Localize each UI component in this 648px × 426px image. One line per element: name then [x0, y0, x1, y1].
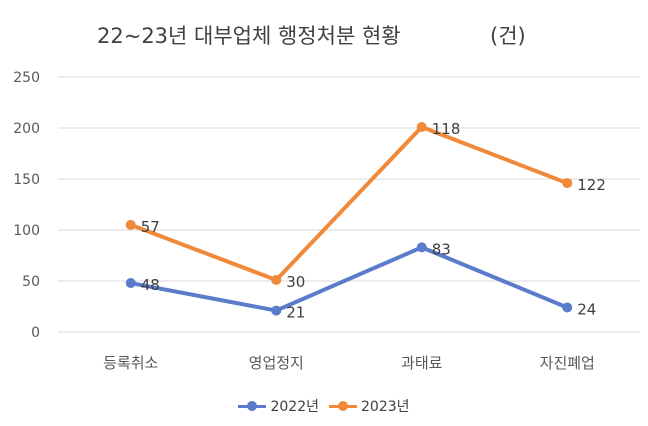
series-line-2023년 [128, 124, 570, 282]
legend-label-2023: 2023년 [361, 399, 410, 415]
x-tick-label: 자진폐업 [540, 354, 595, 372]
data-point [416, 121, 427, 132]
data-point [562, 178, 573, 189]
legend-item-2023: 2023년 [329, 396, 410, 416]
legend-swatch-2022 [238, 400, 267, 412]
y-tick-label: 200 [13, 121, 40, 137]
data-label: 57 [141, 218, 160, 236]
data-point [562, 302, 573, 313]
x-tick-label: 등록취소 [103, 354, 158, 372]
y-tick-label: 250 [13, 70, 40, 86]
chart-legend: 2022년 2023년 [0, 396, 648, 416]
x-tick-label: 과태료 [401, 354, 443, 372]
y-tick-label: 100 [13, 223, 40, 239]
y-tick-label: 0 [31, 325, 40, 341]
data-label: 21 [286, 304, 305, 322]
y-tick-label: 150 [13, 172, 40, 188]
data-label: 122 [577, 176, 606, 194]
chart-unit-label: (건) [490, 24, 526, 48]
data-point [271, 305, 282, 316]
data-point [416, 242, 427, 253]
data-point [125, 219, 136, 230]
y-tick-label: 50 [22, 274, 40, 290]
series-line-2022년 [128, 245, 570, 313]
data-label: 118 [432, 120, 461, 138]
x-tick-label: 영업정지 [249, 354, 304, 372]
data-label: 83 [432, 240, 451, 258]
legend-swatch-2023 [329, 400, 357, 412]
data-label: 48 [141, 276, 160, 294]
legend-item-2022: 2022년 [238, 396, 319, 416]
chart-title: 22~23년 대부업체 행정처분 현황 [97, 24, 401, 48]
data-point [125, 278, 136, 289]
data-point [271, 274, 282, 285]
data-label: 24 [577, 301, 596, 319]
legend-label-2022: 2022년 [270, 399, 319, 415]
data-label: 30 [286, 273, 305, 291]
